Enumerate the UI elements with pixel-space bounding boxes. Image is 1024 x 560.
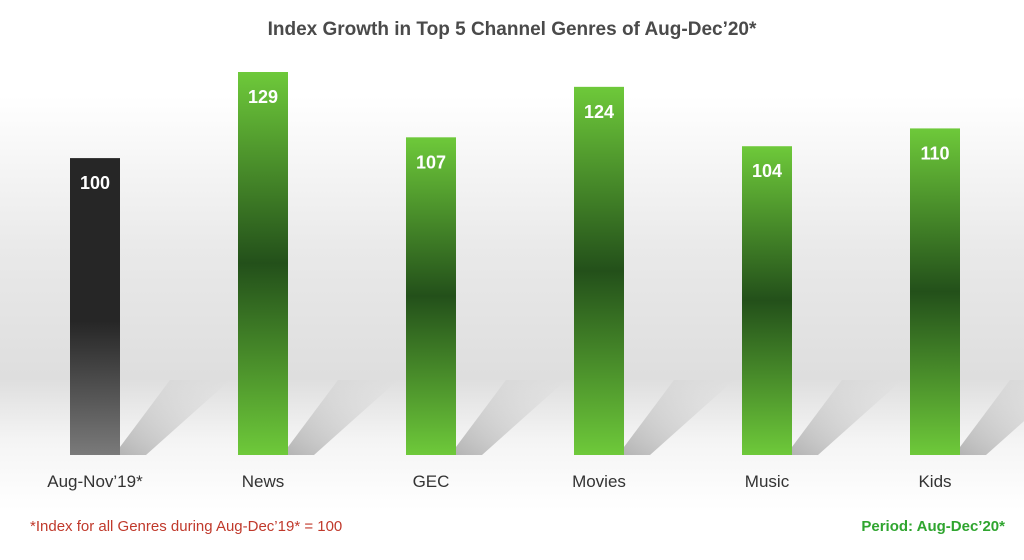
bar-shadow	[450, 380, 566, 455]
value-labels: 100 129 107 124 104 110	[80, 87, 950, 193]
bar-shadow	[954, 380, 1024, 455]
bar-shadows	[114, 380, 1024, 455]
period-label: Period: Aug-Dec’20*	[861, 518, 1005, 535]
category-label: News	[242, 472, 285, 491]
category-labels: Aug-Nov’19* News GEC Movies Music Kids	[47, 472, 951, 491]
category-label: Aug-Nov’19*	[47, 472, 143, 491]
bar-shadow	[618, 380, 734, 455]
bar-4	[742, 146, 792, 456]
bars	[70, 72, 960, 456]
footnote: *Index for all Genres during Aug-Dec’19*…	[30, 518, 342, 535]
category-label: Movies	[572, 472, 626, 491]
chart-title: Index Growth in Top 5 Channel Genres of …	[268, 19, 757, 40]
value-label: 100	[80, 173, 110, 193]
value-label: 104	[752, 161, 782, 181]
value-label: 129	[248, 87, 278, 107]
bar-shadow	[786, 380, 902, 455]
value-label: 110	[920, 143, 949, 163]
category-label: Kids	[918, 472, 951, 491]
value-label: 107	[416, 152, 446, 172]
bar-0	[70, 158, 120, 455]
value-label: 124	[584, 102, 614, 122]
bar-shadow	[282, 380, 398, 455]
bar-3	[574, 86, 624, 455]
bar-1	[238, 72, 288, 455]
bar-2	[406, 137, 456, 456]
bar-shadow	[114, 380, 230, 455]
category-label: Music	[745, 472, 790, 491]
category-label: GEC	[413, 472, 450, 491]
bar-5	[910, 128, 960, 455]
